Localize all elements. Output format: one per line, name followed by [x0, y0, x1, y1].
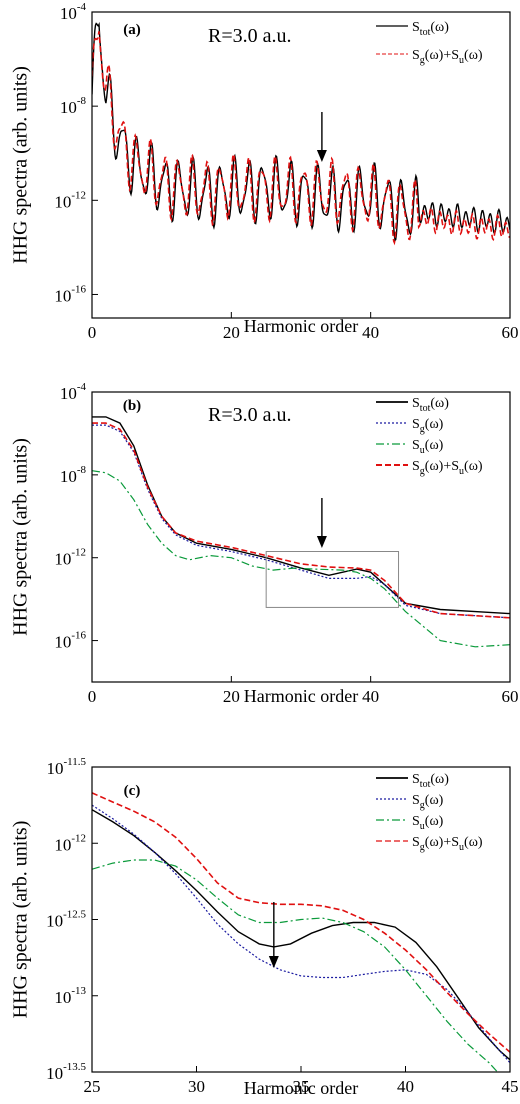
y-tick-label: 10-4	[60, 381, 87, 403]
legend-label: Sg(ω)+Su(ω)	[412, 459, 483, 477]
x-tick-label: 35	[293, 1077, 310, 1096]
chart-panel-b: 0 20 40 60 10-4 10-8 10-12 10-16 Harmonic order H…	[10, 381, 519, 706]
plot-area	[92, 792, 510, 1072]
series-line-g	[92, 804, 510, 1064]
annotation-r: R=3.0 a.u.	[208, 25, 292, 47]
y-tick-label: 10-4	[60, 1, 87, 23]
x-tick-label: 40	[362, 687, 379, 706]
y-tick-label: 10-13.5	[46, 1061, 86, 1083]
panel-label: (c)	[124, 783, 141, 799]
legend-label: Sg(ω)+Su(ω)	[412, 835, 483, 853]
series-line-sum	[92, 31, 510, 246]
y-axis-label: HHG spectra (arb. units)	[10, 438, 32, 636]
plot-frame	[91, 391, 511, 683]
annotation-r: R=3.0 a.u.	[208, 404, 292, 426]
series-line-u	[92, 859, 498, 1072]
x-tick-label: 40	[362, 323, 379, 342]
y-axis-label: HHG spectra (arb. units)	[10, 66, 32, 264]
x-tick-label: 60	[502, 687, 519, 706]
x-tick-label: 0	[88, 687, 97, 706]
y-tick-label: 10-16	[54, 630, 86, 652]
y-tick-label: 10-12	[54, 547, 86, 569]
series-line-sum	[92, 792, 510, 1053]
panel-label: (a)	[123, 22, 141, 38]
series-line-u	[92, 470, 510, 648]
x-tick-label: 60	[502, 323, 519, 342]
x-axis-label: Harmonic order	[244, 686, 358, 706]
plot-area	[92, 21, 510, 246]
y-tick-label: 10-12.5	[46, 909, 86, 931]
y-tick-label: 10-11.5	[46, 756, 86, 778]
x-tick-label: 20	[223, 323, 240, 342]
y-axis-label: HHG spectra (arb. units)	[10, 821, 32, 1019]
zoom-box	[265, 551, 400, 608]
series-line-g	[92, 424, 510, 619]
y-tick-label: 10-13	[54, 985, 86, 1007]
legend-label: Su(ω)	[412, 438, 444, 456]
x-tick-label: 40	[397, 1077, 414, 1096]
x-axis-label: Harmonic order	[244, 316, 358, 336]
series-line-sum	[92, 422, 510, 619]
series-line-tot	[92, 416, 510, 615]
x-tick-label: 45	[502, 1077, 519, 1096]
x-tick-label: 25	[84, 1077, 101, 1096]
chart-panel-a: 0 20 40 60 10-4 10-8 10-12 10-16 Harmonic order H…	[10, 1, 519, 342]
arrow-head	[268, 956, 279, 968]
y-tick-label: 10-8	[60, 95, 87, 117]
y-tick-label: 10-12	[54, 832, 86, 854]
legend: Stot(ω) Sg(ω)+Su(ω)	[376, 20, 483, 66]
plot-frame	[91, 11, 511, 319]
legend-label: Stot(ω)	[412, 772, 449, 790]
x-tick-label: 0	[88, 323, 97, 342]
legend-label: Sg(ω)	[412, 793, 444, 811]
series-line-tot	[92, 21, 510, 242]
y-tick-label: 10-12	[54, 189, 86, 211]
plot-area	[92, 416, 510, 648]
x-axis-label: Harmonic order	[244, 1078, 358, 1098]
legend-label: Sg(ω)	[412, 417, 444, 435]
chart-panel-c: 25 30 35 40 45 10-11.5 10-12 10-12.5 10-13 10-13.…	[10, 756, 519, 1098]
legend: Stot(ω) Sg(ω) Su(ω) Sg(ω)+Su(ω)	[376, 396, 483, 477]
y-tick-label: 10-8	[60, 464, 87, 486]
y-tick-label: 10-16	[54, 283, 86, 305]
legend: Stot(ω) Sg(ω) Su(ω) Sg(ω)+Su(ω)	[376, 772, 483, 853]
arrow-head	[316, 536, 327, 548]
x-tick-label: 20	[223, 687, 240, 706]
legend-label: Stot(ω)	[412, 20, 449, 38]
series-line-tot	[92, 809, 510, 1061]
legend-label: Stot(ω)	[412, 396, 449, 414]
arrow-head	[316, 150, 327, 162]
legend-label: Su(ω)	[412, 814, 444, 832]
x-tick-label: 30	[188, 1077, 205, 1096]
legend-label: Sg(ω)+Su(ω)	[412, 48, 483, 66]
panel-label: (b)	[123, 398, 141, 414]
